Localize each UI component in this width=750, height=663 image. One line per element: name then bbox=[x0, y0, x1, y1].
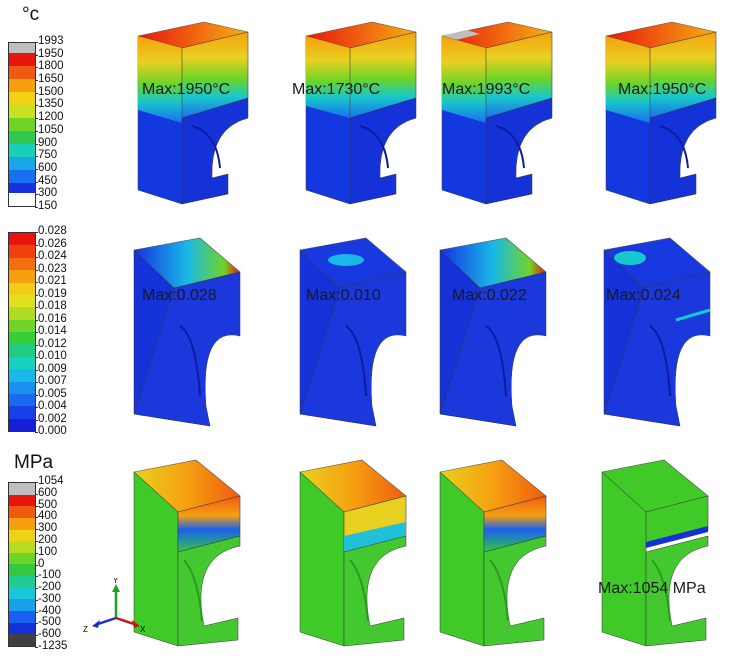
temperature-block-4 bbox=[605, 21, 717, 205]
legend-tick: 500 bbox=[34, 498, 58, 511]
legend-tick: 1993 bbox=[35, 35, 64, 47]
legend-tick: 1650 bbox=[35, 73, 64, 86]
legend-tick: 1350 bbox=[35, 98, 64, 111]
legend-tick: 600 bbox=[34, 161, 58, 174]
legend-tick: 0 bbox=[34, 557, 45, 570]
stress-block-1 bbox=[133, 459, 241, 647]
legend-tick: 300 bbox=[34, 187, 58, 200]
axis-y-label: Y bbox=[113, 578, 119, 585]
legend-tick: 0.026 bbox=[35, 237, 67, 250]
legend-tick: 0.014 bbox=[35, 325, 67, 337]
max-label-r2c1: Max:0.028 bbox=[142, 287, 217, 304]
legend-tick: 0.007 bbox=[35, 375, 67, 387]
legend-tick: 0.019 bbox=[35, 287, 67, 300]
max-label-r3c4: Max:1054 MPa bbox=[598, 580, 706, 597]
legend-tick: 400 bbox=[34, 510, 58, 523]
legend-tick: 0.004 bbox=[35, 400, 67, 412]
legend-tick: 900 bbox=[34, 136, 58, 149]
legend-tick: -600 bbox=[34, 628, 62, 641]
legend-tick: 0.018 bbox=[35, 300, 67, 312]
max-label-r1c2: Max:1730°C bbox=[292, 81, 381, 98]
legend-tick: 1950 bbox=[35, 47, 64, 60]
legend-tick: -500 bbox=[34, 616, 62, 629]
legend-tick: 300 bbox=[34, 522, 58, 535]
legend-tick: 150 bbox=[34, 200, 58, 212]
strain-block-3 bbox=[439, 237, 547, 427]
legend-tick: 0.023 bbox=[35, 262, 67, 275]
legend-tick: -400 bbox=[34, 604, 62, 617]
max-label-r1c1: Max:1950°C bbox=[142, 81, 231, 98]
legend-tick: 1200 bbox=[35, 111, 64, 124]
max-label-r2c4: Max:0.024 bbox=[606, 287, 681, 304]
max-label-r1c3: Max:1993°C bbox=[442, 81, 531, 98]
temperature-block-1 bbox=[137, 21, 249, 205]
legend-tick: -1235 bbox=[34, 640, 68, 652]
legend-tick: 1500 bbox=[35, 85, 64, 98]
legend-tick: 0.002 bbox=[35, 412, 67, 425]
legend-tick: 750 bbox=[34, 149, 58, 162]
max-label-r2c2: Max:0.010 bbox=[306, 287, 381, 304]
strain-block-4 bbox=[603, 237, 711, 427]
legend-tick: -100 bbox=[34, 569, 62, 582]
legend-tick: 0.024 bbox=[35, 250, 67, 262]
legend-tick: 200 bbox=[34, 533, 58, 546]
stress-block-4 bbox=[601, 459, 709, 647]
legend-tick: 1800 bbox=[35, 60, 64, 73]
temperature-legend-title: °c bbox=[22, 4, 40, 25]
stress-colorbar bbox=[8, 482, 36, 647]
legend-tick: 0.005 bbox=[35, 387, 67, 400]
strain-colorbar bbox=[8, 232, 36, 432]
legend-tick: 600 bbox=[34, 486, 58, 499]
stress-block-2 bbox=[299, 459, 407, 647]
max-label-r2c3: Max:0.022 bbox=[452, 287, 527, 304]
legend-tick: 0.021 bbox=[35, 275, 67, 287]
legend-tick: 0.009 bbox=[35, 362, 67, 375]
legend-tick: 0.010 bbox=[35, 350, 67, 362]
legend-tick: 450 bbox=[34, 174, 58, 187]
strain-block-1 bbox=[133, 237, 241, 427]
legend-tick: -200 bbox=[34, 581, 62, 594]
axis-triad-icon: Y X Z bbox=[83, 578, 146, 634]
legend-tick: 0.000 bbox=[35, 425, 67, 437]
legend-tick: 100 bbox=[34, 545, 58, 558]
legend-tick: 1054 bbox=[35, 475, 64, 487]
stress-block-3 bbox=[439, 459, 547, 647]
stress-legend-title: MPa bbox=[14, 452, 54, 473]
axis-z-label: Z bbox=[83, 625, 88, 634]
legend-tick: 0.016 bbox=[35, 312, 67, 325]
legend-tick: -300 bbox=[34, 592, 62, 605]
axis-x-label: X bbox=[140, 625, 146, 634]
legend-tick: 1050 bbox=[35, 123, 64, 136]
temperature-colorbar bbox=[8, 42, 36, 207]
temperature-block-3 bbox=[441, 21, 553, 205]
max-label-r1c4: Max:1950°C bbox=[618, 81, 707, 98]
strain-block-2 bbox=[299, 237, 407, 427]
legend-tick: 0.028 bbox=[35, 225, 67, 237]
temperature-block-2 bbox=[305, 21, 417, 205]
legend-tick: 0.012 bbox=[35, 337, 67, 350]
